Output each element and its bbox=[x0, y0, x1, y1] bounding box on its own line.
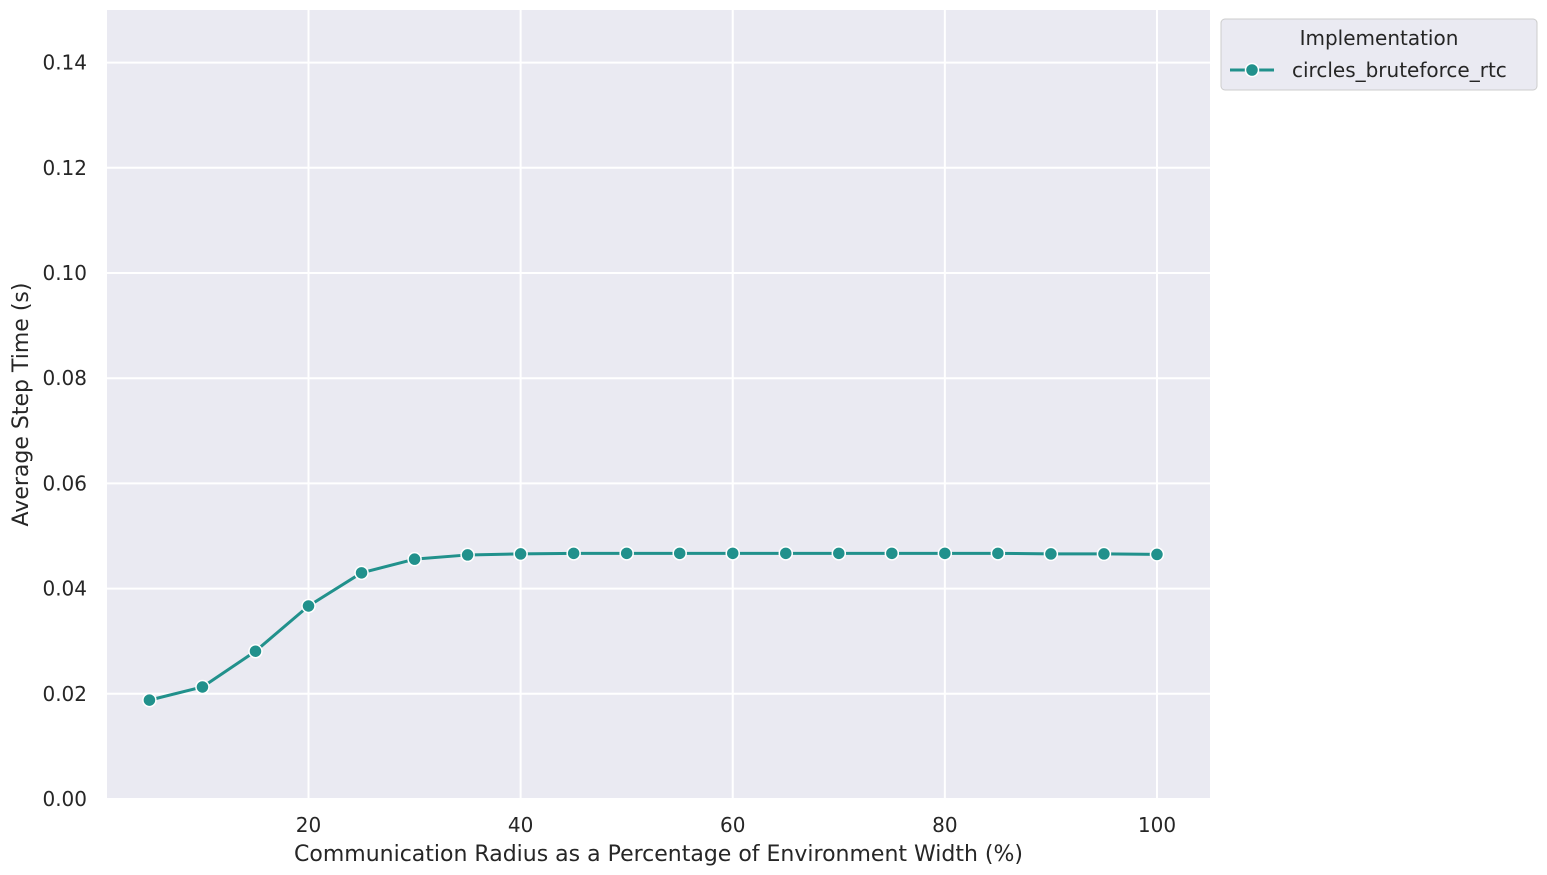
y-tick-label: 0.08 bbox=[42, 366, 87, 390]
data-point bbox=[725, 546, 740, 561]
data-point bbox=[831, 546, 847, 561]
tick-labels: 20 40 60 80 100 0.00 0.02 0.04 0.06 0.08 0.10 0.12 0… bbox=[42, 51, 1176, 837]
data-point bbox=[990, 546, 1006, 561]
data-point bbox=[513, 546, 528, 562]
data-point bbox=[301, 598, 316, 614]
data-point bbox=[778, 546, 794, 561]
data-point bbox=[195, 679, 210, 695]
x-axis-label: Communication Radius as a Percentage of … bbox=[294, 842, 1023, 867]
plot-area bbox=[107, 10, 1210, 799]
data-point bbox=[142, 692, 157, 708]
gridlines bbox=[107, 10, 1210, 800]
legend-series-label: circles_bruteforce_rtc bbox=[1292, 58, 1507, 82]
series-line bbox=[149, 551, 1157, 702]
x-tick-label: 100 bbox=[1138, 813, 1176, 837]
data-point bbox=[1096, 546, 1112, 562]
data-point bbox=[354, 565, 369, 581]
legend-title: Implementation bbox=[1300, 26, 1459, 50]
legend-series-marker bbox=[1244, 62, 1260, 78]
y-tick-label: 0.04 bbox=[42, 577, 87, 601]
y-tick-label: 0.00 bbox=[42, 787, 87, 811]
y-axis-label: Average Step Time (s) bbox=[9, 283, 34, 527]
series-layer bbox=[142, 546, 1165, 708]
data-point bbox=[1043, 546, 1059, 562]
legend-box bbox=[1220, 18, 1538, 91]
data-point bbox=[566, 546, 581, 561]
x-tick-label: 20 bbox=[296, 813, 321, 837]
y-tick-label: 0.02 bbox=[42, 682, 87, 706]
x-tick-label: 80 bbox=[932, 813, 957, 837]
data-point bbox=[460, 547, 475, 563]
legend: Implementation circles_bruteforce_rtc bbox=[1220, 18, 1538, 91]
x-tick-label: 60 bbox=[720, 813, 745, 837]
y-tick-label: 0.12 bbox=[42, 156, 87, 180]
data-point bbox=[1149, 547, 1165, 562]
data-point bbox=[619, 546, 634, 561]
data-point bbox=[248, 643, 263, 659]
x-tick-label: 40 bbox=[508, 813, 533, 837]
y-tick-label: 0.06 bbox=[42, 471, 87, 495]
data-point bbox=[937, 546, 953, 561]
data-point bbox=[884, 546, 900, 561]
y-tick-label: 0.14 bbox=[42, 51, 87, 75]
data-point bbox=[672, 546, 687, 561]
data-point bbox=[407, 551, 422, 567]
y-tick-label: 0.10 bbox=[42, 261, 87, 285]
